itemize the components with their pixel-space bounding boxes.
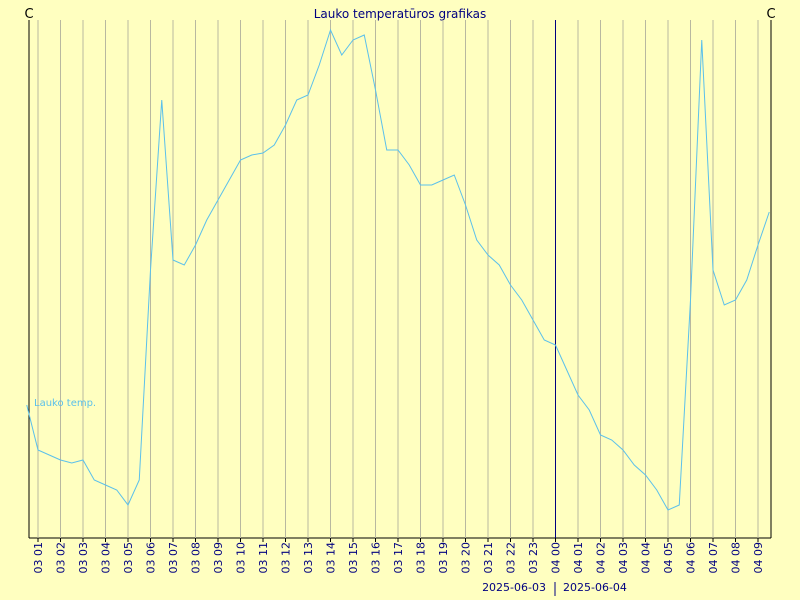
x-tick-label: 03 23 (527, 542, 540, 574)
unit-left: C (24, 7, 33, 22)
date-label: 2025-06-04 (563, 581, 627, 594)
x-tick-label: 03 22 (505, 542, 518, 574)
x-tick-label: 04 03 (617, 542, 630, 574)
x-tick-label: 03 13 (302, 542, 315, 574)
x-tick-label: 03 18 (415, 542, 428, 574)
x-tick-label: 03 19 (437, 542, 450, 574)
x-tick-label: 03 05 (122, 542, 135, 574)
x-tick-label: 03 15 (347, 542, 360, 574)
x-tick-label: 03 14 (325, 542, 338, 574)
series-line (26, 28, 770, 511)
x-tick-label: 04 02 (595, 542, 608, 574)
x-tick-label: 04 01 (572, 542, 585, 574)
x-tick-label: 03 17 (392, 542, 405, 574)
x-tick-label: 04 07 (707, 542, 720, 574)
x-tick-label: 04 05 (662, 542, 675, 574)
x-tick-label: 03 03 (77, 542, 90, 574)
x-tick-label: 03 08 (190, 542, 203, 574)
x-tick-label: 04 09 (752, 542, 765, 574)
legend-label: Lauko temp. (34, 398, 96, 409)
x-tick-label: 03 07 (167, 542, 180, 574)
x-tick-label: 03 02 (55, 542, 68, 574)
x-tick-label: 03 04 (100, 542, 113, 574)
x-tick-label: 03 20 (460, 542, 473, 574)
x-tick-label: 04 00 (550, 542, 563, 574)
x-tick-label: 03 06 (145, 542, 158, 574)
x-tick-label: 03 10 (235, 542, 248, 574)
x-tick-label: 03 01 (32, 542, 45, 574)
chart-title: Lauko temperatūros grafikas (314, 7, 487, 21)
x-tick-label: 03 12 (280, 542, 293, 574)
x-tick-label: 04 04 (640, 542, 653, 574)
x-tick-label: 03 21 (482, 542, 495, 574)
x-tick-label: 03 16 (370, 542, 383, 574)
x-tick-label: 03 11 (257, 542, 270, 574)
x-tick-label: 04 06 (685, 542, 698, 574)
x-tick-label: 04 08 (730, 542, 743, 574)
date-label: 2025-06-03 (482, 581, 546, 594)
unit-right: C (766, 7, 775, 22)
x-tick-label: 03 09 (212, 542, 225, 574)
